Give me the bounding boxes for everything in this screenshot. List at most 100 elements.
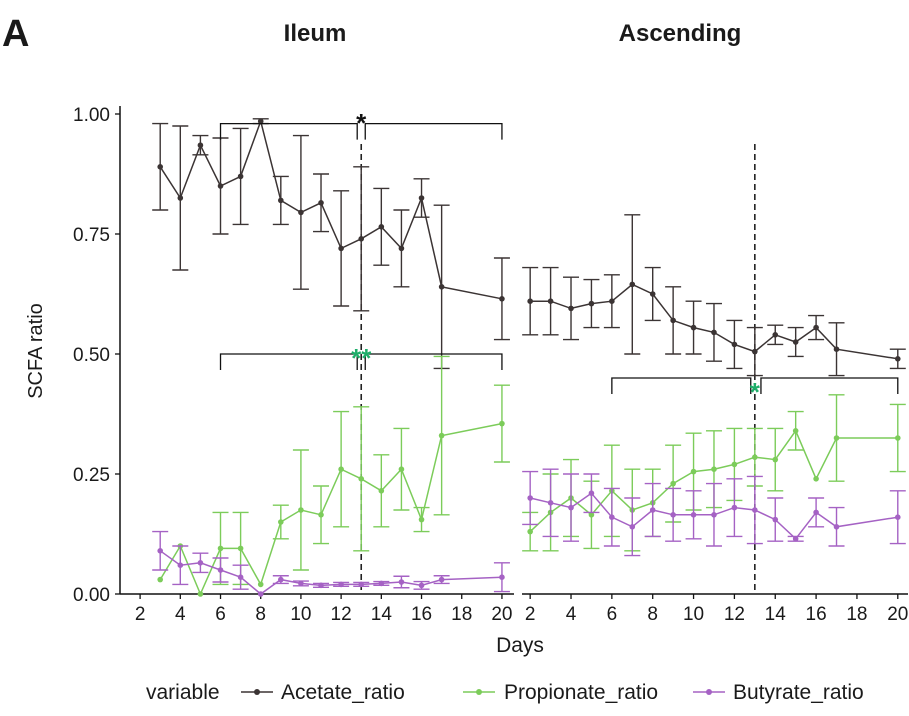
legend-label-acetate: Acetate_ratio bbox=[281, 681, 405, 704]
ascending-propionate-point bbox=[772, 456, 779, 463]
ascending-butyrate-point bbox=[894, 514, 901, 520]
ascending-acetate-point bbox=[649, 291, 656, 297]
facet-title-ascending: Ascending bbox=[619, 20, 742, 47]
ileum-x-tick-label: 8 bbox=[255, 604, 266, 625]
ileum-butyrate-point bbox=[318, 582, 324, 589]
ascending-propionate-point bbox=[894, 435, 901, 441]
facet-title-ileum: Ileum bbox=[284, 20, 347, 47]
ileum-x-tick-label: 16 bbox=[411, 604, 432, 625]
ascending-acetate-point bbox=[752, 348, 758, 355]
ascending-propionate-point bbox=[527, 528, 533, 535]
ascending-butyrate-point bbox=[731, 504, 738, 511]
ileum-propionate-point bbox=[438, 432, 445, 439]
ascending-x-tick-label: 16 bbox=[806, 604, 827, 625]
ileum-bracket-post bbox=[364, 122, 503, 140]
ascending-butyrate-point bbox=[609, 514, 615, 520]
ileum-propionate-point bbox=[237, 545, 244, 552]
ileum-acetate-point bbox=[338, 245, 344, 252]
ileum-butyrate-point bbox=[338, 581, 344, 588]
ileum-propionate-point bbox=[338, 466, 344, 473]
ascending-x-tick-label: 2 bbox=[525, 604, 536, 625]
ascending-butyrate-point bbox=[547, 500, 554, 506]
legend: variable Acetate_ratio Propionate_ratio … bbox=[146, 681, 864, 704]
ileum-x-tick-label: 14 bbox=[371, 604, 393, 625]
ascending-butyrate-point bbox=[772, 516, 779, 523]
x-axis-title: Days bbox=[496, 634, 544, 657]
ileum-acetate-point bbox=[177, 195, 184, 201]
ileum-butyrate-point bbox=[278, 576, 284, 583]
ascending-x-tick-label: 8 bbox=[647, 604, 658, 625]
ileum-butyrate-point bbox=[177, 562, 184, 568]
ascending-bracket-post bbox=[760, 377, 899, 394]
ascending-acetate-point bbox=[711, 329, 717, 336]
ascending-acetate-point bbox=[772, 332, 779, 338]
ileum-acetate-point bbox=[398, 245, 405, 252]
ileum-acetate-point bbox=[257, 118, 264, 124]
panel-label: A bbox=[2, 13, 29, 55]
ileum-x-tick-label: 20 bbox=[491, 604, 512, 625]
legend-label-propionate: Propionate_ratio bbox=[504, 681, 658, 704]
ascending-acetate-point bbox=[731, 341, 738, 348]
legend-label-butyrate: Butyrate_ratio bbox=[733, 681, 864, 704]
ascending-acetate-point bbox=[629, 281, 636, 288]
ileum-butyrate-point bbox=[499, 574, 505, 580]
legend-key-point-butyrate bbox=[706, 689, 712, 695]
ileum-acetate-point bbox=[358, 236, 365, 242]
ileum-acetate-point bbox=[418, 195, 425, 201]
ascending-butyrate-point bbox=[792, 536, 799, 542]
ileum-bracket-pre bbox=[219, 122, 358, 140]
ascending-butyrate-point bbox=[833, 524, 840, 530]
ileum-butyrate-point bbox=[358, 581, 365, 588]
ileum-butyrate-point bbox=[298, 580, 304, 587]
ileum-acetate-point bbox=[197, 142, 204, 148]
ileum-propionate-point bbox=[358, 476, 365, 482]
ascending-acetate-point bbox=[568, 305, 574, 312]
ascending-x-tick-label: 12 bbox=[724, 604, 745, 625]
ileum-x-tick-label: 6 bbox=[215, 604, 226, 625]
ileum-butyrate-point bbox=[157, 548, 164, 554]
ascending-acetate-point bbox=[813, 324, 819, 331]
ileum-acetate-point bbox=[237, 173, 244, 180]
ileum-butyrate-point bbox=[237, 574, 244, 580]
ileum-propionate-point bbox=[278, 519, 284, 525]
ileum-butyrate-point bbox=[217, 567, 224, 573]
ileum-acetate-line bbox=[159, 118, 503, 300]
ileum-propionate-point bbox=[398, 466, 405, 473]
ileum-butyrate-point bbox=[398, 579, 405, 585]
ascending-x-tick-label: 10 bbox=[683, 604, 704, 625]
ileum-butyrate-point bbox=[197, 560, 204, 566]
ileum-x-tick-label: 2 bbox=[135, 604, 146, 625]
ileum-propionate-point bbox=[257, 581, 264, 588]
ascending-propionate-point bbox=[731, 461, 738, 468]
ileum-acetate-point bbox=[217, 183, 224, 189]
ascending-butyrate-point bbox=[711, 512, 717, 518]
ileum-bracket-post bbox=[364, 353, 503, 370]
ascending-acetate-point bbox=[670, 317, 676, 324]
ileum-butyrate-point bbox=[418, 582, 425, 589]
y-tick-label: 0.25 bbox=[73, 465, 110, 486]
legend-key-point-acetate bbox=[254, 689, 260, 695]
ileum-acetate-point bbox=[438, 284, 445, 290]
ascending-acetate-point bbox=[547, 298, 554, 305]
legend-title: variable bbox=[146, 681, 220, 704]
y-tick-label: 0.75 bbox=[73, 225, 110, 246]
ileum-acetate-point bbox=[318, 200, 324, 206]
y-axis-title: SCFA ratio bbox=[25, 303, 47, 399]
ascending-butyrate-point bbox=[527, 495, 533, 501]
ascending-acetate-point bbox=[833, 346, 840, 353]
ascending-butyrate-point bbox=[813, 509, 819, 516]
ileum-propionate-line bbox=[159, 422, 503, 596]
ascending-bracket-pre bbox=[611, 377, 752, 394]
ileum-butyrate-point bbox=[257, 591, 264, 597]
ascending-propionate-point bbox=[792, 428, 799, 434]
ascending-acetate-point bbox=[894, 356, 901, 362]
ileum-propionate-point bbox=[499, 420, 505, 427]
ascending-x-tick-label: 6 bbox=[607, 604, 618, 625]
ileum-significance-marker: * bbox=[356, 108, 367, 138]
y-tick-label: 0.50 bbox=[73, 345, 110, 366]
ileum-propionate-point bbox=[157, 576, 164, 583]
ascending-acetate-point bbox=[792, 339, 799, 345]
ileum-acetate-point bbox=[298, 209, 304, 216]
y-tick-label: 1.00 bbox=[73, 105, 110, 126]
ascending-propionate-point bbox=[833, 435, 840, 441]
